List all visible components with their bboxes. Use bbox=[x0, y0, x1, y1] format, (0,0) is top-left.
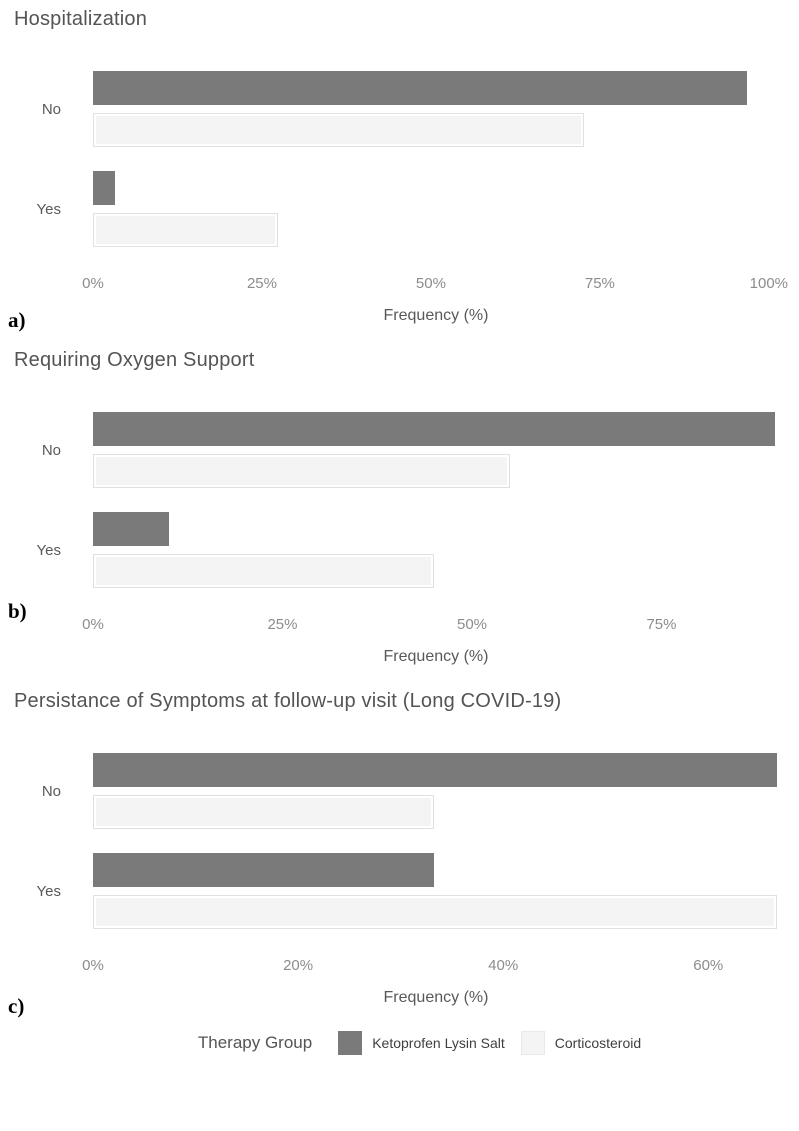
bar-group bbox=[93, 853, 779, 929]
panel-letter-label: a) bbox=[8, 308, 26, 332]
x-axis-tick-label: 60% bbox=[693, 957, 724, 974]
legend-title: Therapy Group bbox=[197, 1033, 313, 1052]
bar-track bbox=[93, 113, 779, 147]
category-row: Yes bbox=[0, 171, 799, 247]
category-row: No bbox=[0, 412, 799, 488]
x-axis-tick-label: 25% bbox=[246, 275, 277, 292]
x-axis-tick-label: 75% bbox=[646, 616, 677, 633]
chart-panel-a: Hospitalization No Yes 0% 25% 50% 75% 100% Frequ… bbox=[0, 8, 799, 332]
bar-ketoprofen bbox=[93, 71, 747, 105]
bar-track bbox=[93, 554, 779, 588]
legend-item-corticosteroid: Corticosteroid bbox=[520, 1031, 642, 1055]
x-axis-tick-label: 50% bbox=[415, 275, 446, 292]
bar-corticosteroid bbox=[93, 454, 510, 488]
bar-track bbox=[93, 213, 779, 247]
chart-title: Requiring Oxygen Support bbox=[14, 349, 255, 371]
panel-letter-label: b) bbox=[8, 599, 27, 623]
x-axis-title: Frequency (%) bbox=[383, 648, 489, 665]
category-row: No bbox=[0, 71, 799, 147]
category-label: No bbox=[41, 441, 61, 459]
x-axis-tick-label: 75% bbox=[584, 275, 615, 292]
chart-title: Hospitalization bbox=[14, 8, 148, 30]
bar-track bbox=[93, 171, 779, 205]
category-label: Yes bbox=[36, 541, 61, 559]
x-axis: 0% 20% 40% 60% bbox=[82, 957, 779, 975]
plot-area: No Yes bbox=[0, 71, 799, 247]
x-axis: 0% 25% 50% 75% bbox=[82, 616, 779, 634]
chart-panel-b: Requiring Oxygen Support No Yes 0% 25% 50% 75%… bbox=[0, 349, 799, 666]
bar-track bbox=[93, 412, 779, 446]
bar-group bbox=[93, 171, 779, 247]
bar-track bbox=[93, 795, 779, 829]
bar-group bbox=[93, 512, 779, 588]
bar-ketoprofen bbox=[93, 412, 776, 446]
x-axis-tick-label: 40% bbox=[488, 957, 519, 974]
category-row: Yes bbox=[0, 512, 799, 588]
bar-group bbox=[93, 71, 779, 147]
bar-group bbox=[93, 412, 779, 488]
x-axis-tick-label: 0% bbox=[82, 616, 104, 633]
bar-ketoprofen bbox=[93, 853, 435, 887]
chart-panel-c: Persistance of Symptoms at follow-up vis… bbox=[0, 690, 799, 1018]
chart-title: Persistance of Symptoms at follow-up vis… bbox=[14, 690, 562, 712]
category-label: Yes bbox=[36, 200, 61, 218]
category-row: No bbox=[0, 753, 799, 829]
bar-corticosteroid bbox=[93, 554, 435, 588]
x-axis-tick-label: 0% bbox=[82, 957, 104, 974]
bar-track bbox=[93, 454, 779, 488]
bar-track bbox=[93, 753, 779, 787]
bar-corticosteroid bbox=[93, 795, 435, 829]
bar-corticosteroid bbox=[93, 113, 585, 147]
x-axis-title: Frequency (%) bbox=[383, 307, 489, 324]
x-axis-tick-label: 25% bbox=[267, 616, 298, 633]
bar-corticosteroid bbox=[93, 895, 777, 929]
legend-item-label: Ketoprofen Lysin Salt bbox=[372, 1035, 505, 1051]
legend-item-label: Corticosteroid bbox=[554, 1035, 642, 1051]
figure: Hospitalization No Yes 0% 25% 50% 75% 100% Frequ… bbox=[0, 8, 799, 1055]
x-axis-title: Frequency (%) bbox=[383, 989, 489, 1006]
bar-ketoprofen bbox=[93, 512, 169, 546]
bar-group bbox=[93, 753, 779, 829]
corticosteroid-swatch-icon bbox=[520, 1031, 545, 1055]
legend: Therapy Group Ketoprofen Lysin Salt Cort… bbox=[40, 1031, 799, 1055]
legend-item-ketoprofen: Ketoprofen Lysin Salt bbox=[338, 1031, 505, 1055]
x-axis-tick-label: 100% bbox=[749, 275, 789, 292]
x-axis-tick-label: 20% bbox=[283, 957, 314, 974]
ketoprofen-swatch-icon bbox=[338, 1031, 363, 1055]
x-axis-tick-label: 50% bbox=[456, 616, 488, 633]
bar-ketoprofen bbox=[93, 171, 116, 205]
plot-area: No Yes bbox=[0, 753, 799, 929]
category-row: Yes bbox=[0, 853, 799, 929]
bar-track bbox=[93, 895, 779, 929]
plot-area: No Yes bbox=[0, 412, 799, 588]
bar-ketoprofen bbox=[93, 753, 777, 787]
x-axis: 0% 25% 50% 75% 100% bbox=[82, 275, 788, 293]
category-label: Yes bbox=[36, 882, 61, 900]
bar-corticosteroid bbox=[93, 213, 278, 247]
charts-container: Hospitalization No Yes 0% 25% 50% 75% 100% Frequ… bbox=[0, 8, 799, 1018]
bar-track bbox=[93, 853, 779, 887]
bar-track bbox=[93, 512, 779, 546]
category-label: No bbox=[41, 782, 61, 800]
x-axis-tick-label: 0% bbox=[82, 275, 104, 292]
bar-track bbox=[93, 71, 779, 105]
panel-letter-label: c) bbox=[8, 994, 25, 1018]
category-label: No bbox=[41, 100, 61, 118]
